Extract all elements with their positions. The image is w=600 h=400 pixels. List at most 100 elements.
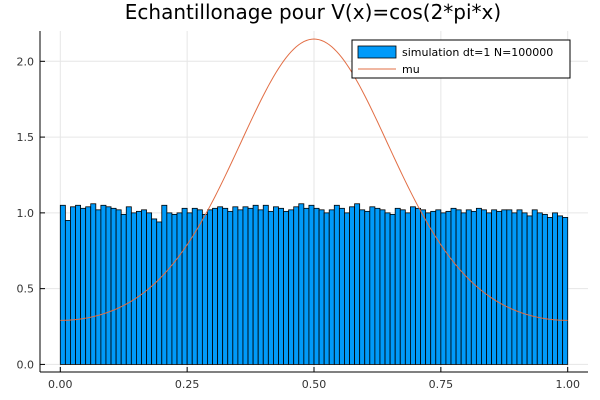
histogram-bar	[151, 218, 158, 365]
histogram-bar	[171, 213, 178, 365]
x-tick-label: 0.00	[48, 378, 73, 391]
histogram-bar	[470, 210, 477, 365]
histogram-bar	[501, 209, 508, 365]
histogram-bar	[460, 212, 467, 365]
histogram-bar	[283, 210, 290, 365]
y-tick-label: 2.0	[17, 55, 35, 68]
histogram-bar	[552, 212, 558, 365]
histogram-bar	[506, 209, 513, 365]
histogram-bar	[313, 207, 320, 365]
histogram-bar	[201, 213, 208, 365]
histogram-bar	[176, 212, 183, 365]
x-tick-label: 0.75	[429, 378, 454, 391]
x-tick-label: 0.25	[175, 378, 200, 391]
histogram-bar	[323, 212, 330, 365]
histogram-bar	[425, 212, 432, 365]
histogram-bar	[110, 207, 117, 365]
histogram-bar	[237, 209, 244, 365]
histogram-bar	[465, 209, 472, 365]
histogram-bars	[59, 203, 569, 365]
histogram-bar	[222, 207, 229, 365]
histogram-bar	[267, 210, 274, 365]
chart-title: Echantillonage pour V(x)=cos(2*pi*x)	[125, 0, 501, 24]
histogram-bar	[95, 209, 102, 365]
histogram-bar	[491, 209, 498, 365]
x-tick-label: 0.50	[302, 378, 327, 391]
histogram-bar	[541, 213, 548, 365]
histogram-bar	[115, 209, 122, 365]
mu-curve	[60, 38, 568, 321]
histogram-bar	[252, 204, 259, 365]
legend: simulation dt=1 N=100000 mu	[351, 39, 571, 79]
mu-curve-layer	[60, 38, 568, 321]
histogram-bar	[298, 203, 305, 365]
histogram-bar	[166, 212, 173, 365]
histogram-bar	[338, 207, 345, 365]
histogram-bar	[257, 209, 264, 365]
histogram-bar	[120, 213, 127, 365]
histogram-bar	[156, 221, 163, 365]
histogram-bar	[344, 212, 350, 365]
histogram-bar	[399, 209, 406, 365]
histogram-bar	[303, 207, 310, 365]
histogram-bar	[100, 204, 107, 365]
y-tick-label: 0.0	[17, 358, 35, 371]
legend-label-simulation: simulation dt=1 N=100000	[402, 46, 553, 59]
histogram-bar	[521, 212, 528, 365]
histogram-bar	[70, 206, 76, 365]
histogram-bar	[404, 212, 411, 365]
histogram-bar	[191, 207, 198, 365]
histogram-bar	[207, 209, 213, 365]
histogram-bar	[394, 207, 401, 365]
y-tick-label: 1.5	[17, 131, 35, 144]
histogram-bar	[435, 209, 442, 365]
histogram-bar	[445, 210, 452, 365]
histogram-bar	[374, 207, 381, 365]
legend-swatch-simulation	[357, 45, 397, 59]
histogram-bar	[308, 204, 315, 365]
histogram-bar	[247, 207, 254, 365]
histogram-bar	[369, 206, 376, 365]
histogram-bar	[526, 215, 533, 365]
histogram-bar	[217, 206, 224, 365]
histogram-bar	[430, 210, 437, 365]
histogram-bar	[410, 206, 416, 365]
histogram-bar	[75, 204, 81, 365]
histogram-bar	[547, 217, 553, 365]
histogram-bar	[481, 209, 487, 365]
y-tick-label: 1.0	[17, 207, 35, 220]
histogram-bar	[359, 209, 366, 365]
axes: 0.00 0.25 0.50 0.75 1.00 0.0 0.5 1.0 1.5 2.0	[17, 31, 588, 391]
histogram-bar	[318, 209, 325, 365]
histogram-bar	[349, 206, 355, 365]
histogram-bar	[125, 206, 132, 365]
histogram-bar	[64, 220, 71, 365]
histogram-bar	[516, 209, 523, 365]
histogram-bar	[90, 203, 97, 365]
histogram-bar	[181, 207, 188, 365]
histogram-bar	[273, 206, 279, 365]
histogram-bar	[486, 212, 492, 365]
histogram-bar	[440, 212, 447, 365]
histogram-bar	[212, 207, 218, 365]
histogram-bar	[496, 210, 503, 365]
histogram-bar	[141, 209, 147, 365]
histogram-bar	[130, 212, 137, 365]
histogram-bar	[262, 204, 269, 365]
histogram-bar	[333, 204, 340, 365]
histogram-bar	[227, 210, 234, 365]
histogram-bar	[536, 212, 543, 365]
histogram-bar	[415, 207, 421, 365]
histogram-bar	[354, 203, 361, 365]
histogram-bar	[293, 206, 300, 365]
histogram-bar	[562, 217, 569, 365]
histogram-bar	[278, 207, 284, 365]
histogram-bar	[557, 215, 564, 365]
histogram-bar	[288, 209, 295, 365]
histogram-bar	[136, 210, 142, 365]
legend-label-mu: mu	[402, 63, 420, 76]
histogram-bar	[196, 209, 203, 365]
histogram-bar	[80, 207, 87, 365]
